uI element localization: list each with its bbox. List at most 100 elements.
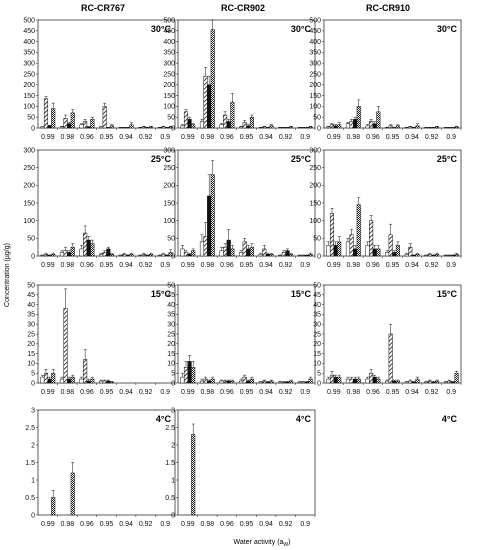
hatched-bar <box>141 253 146 257</box>
y-tick-label: 35 <box>27 312 35 319</box>
y-tick-label: 200 <box>309 82 321 89</box>
hatched-bar <box>43 98 49 129</box>
dotted-bar <box>249 378 254 384</box>
x-tick-label: 0.9 <box>300 389 310 396</box>
x-tick-label: 0.98 <box>61 389 75 396</box>
x-tick-label: 0.94 <box>119 262 133 269</box>
y-tick-label: 400 <box>309 39 321 46</box>
y-tick-label: 45 <box>27 292 35 299</box>
x-tick-label: 0.94 <box>259 262 273 269</box>
white-bar <box>157 255 162 257</box>
panel-frame <box>177 284 316 384</box>
dotted-bar <box>51 372 56 384</box>
black-bar <box>145 255 150 257</box>
y-tick-label: 0 <box>317 380 321 387</box>
hatched-bar <box>281 252 286 257</box>
x-tick-label: 0.94 <box>259 134 273 141</box>
hatched-bar <box>63 118 68 129</box>
x-tick-label: 0.9 <box>446 134 456 141</box>
y-tick-label: 300 <box>163 147 175 154</box>
x-tick-label: 0.9 <box>160 521 170 528</box>
white-bar <box>365 125 370 129</box>
x-tick-label: 0.92 <box>279 521 293 528</box>
black-bar <box>125 255 130 257</box>
y-tick-label: 100 <box>163 218 175 225</box>
black-bar <box>392 380 397 384</box>
x-tick-label: 0.94 <box>119 521 133 528</box>
dotted-bar <box>395 380 400 384</box>
dotted-bar <box>109 253 114 257</box>
temperature-label: 30°C <box>151 24 172 34</box>
black-bar <box>333 245 338 257</box>
x-tick-label: 0.92 <box>139 134 153 141</box>
white-bar <box>239 126 244 129</box>
y-tick-label: 5 <box>31 371 35 378</box>
panel-4C-rc-cr767: 00.511.522.530.99 0.98 0.96 0.95 0.94 0.92 0.9… <box>25 407 176 528</box>
y-tick-label: 0 <box>171 253 175 260</box>
dotted-bar <box>51 108 56 129</box>
x-tick-label: 0.98 <box>347 134 361 141</box>
white-bar <box>99 126 104 129</box>
black-bar <box>372 123 377 129</box>
x-tick-label: 0.92 <box>425 262 439 269</box>
dotted-bar <box>415 253 420 257</box>
y-tick-label: 2 <box>31 442 35 449</box>
dotted-bar <box>288 126 294 129</box>
y-tick-label: 450 <box>163 28 175 35</box>
black-bar <box>372 248 377 257</box>
temperature-label: 30°C <box>291 24 312 34</box>
black-bar <box>333 376 338 384</box>
y-tick-label: 250 <box>309 165 321 172</box>
y-tick-label: 300 <box>163 61 175 68</box>
hatched-bar <box>203 378 208 384</box>
panel-4C-rc-cr902: 0 0.5 1 1.5 2 2.5 3 0.99 0.98 0.96 0.95 0.94 0.92 0.9… <box>165 407 316 528</box>
y-tick-label: 40 <box>27 302 35 309</box>
x-tick-label: 0.96 <box>366 389 380 396</box>
dotted-bar <box>191 434 196 516</box>
y-tick-label: 45 <box>167 292 175 299</box>
y-tick-label: 15 <box>27 351 35 358</box>
white-bar <box>443 381 448 384</box>
dotted-bar <box>308 126 313 129</box>
y-tick-label: 50 <box>313 115 321 122</box>
dotted-bar <box>210 29 215 129</box>
hatched-bar <box>183 367 189 384</box>
dotted-bar <box>90 243 95 257</box>
y-tick-label: 50 <box>167 236 175 243</box>
x-tick-label: 0.95 <box>240 134 254 141</box>
y-tick-label: 500 <box>163 17 175 24</box>
dotted-bar <box>376 248 381 257</box>
y-tick-label: 0 <box>31 253 35 260</box>
x-tick-label: 0.96 <box>80 134 94 141</box>
dotted-bar <box>51 253 56 257</box>
y-tick-label: 250 <box>23 71 35 78</box>
y-tick-label: 40 <box>313 302 321 309</box>
x-tick-label: 0.92 <box>425 389 439 396</box>
white-bar <box>424 255 429 257</box>
y-tick-label: 35 <box>167 312 175 319</box>
dotted-bar <box>434 380 440 384</box>
hatched-bar <box>63 308 68 384</box>
dotted-bar <box>308 378 313 384</box>
white-bar <box>219 380 224 384</box>
black-bar <box>304 381 310 384</box>
x-tick-label: 0.99 <box>181 134 195 141</box>
white-bar <box>59 252 65 257</box>
panel-15C-rc-cr910: 0 5 10 15 20 25 30 35 40 45 50 0.99 0.98 0.96 0.95 0.94… <box>313 282 462 396</box>
x-tick-label: 0.98 <box>61 262 75 269</box>
black-bar <box>353 248 358 257</box>
panel-frame <box>37 149 176 257</box>
y-tick-label: 0 <box>171 125 175 132</box>
temperature-label: 25°C <box>151 154 172 164</box>
black-bar <box>67 252 72 257</box>
y-tick-label: 0 <box>31 512 35 519</box>
temperature-label: 4°C <box>442 414 458 424</box>
y-tick-label: 0 <box>317 125 321 132</box>
hatched-bar <box>408 246 413 257</box>
panel-frame <box>177 409 316 516</box>
black-bar <box>431 255 436 257</box>
y-tick-label: 200 <box>163 183 175 190</box>
temperature-label: 4°C <box>296 414 312 424</box>
white-bar <box>385 380 390 384</box>
dotted-bar <box>337 241 342 257</box>
